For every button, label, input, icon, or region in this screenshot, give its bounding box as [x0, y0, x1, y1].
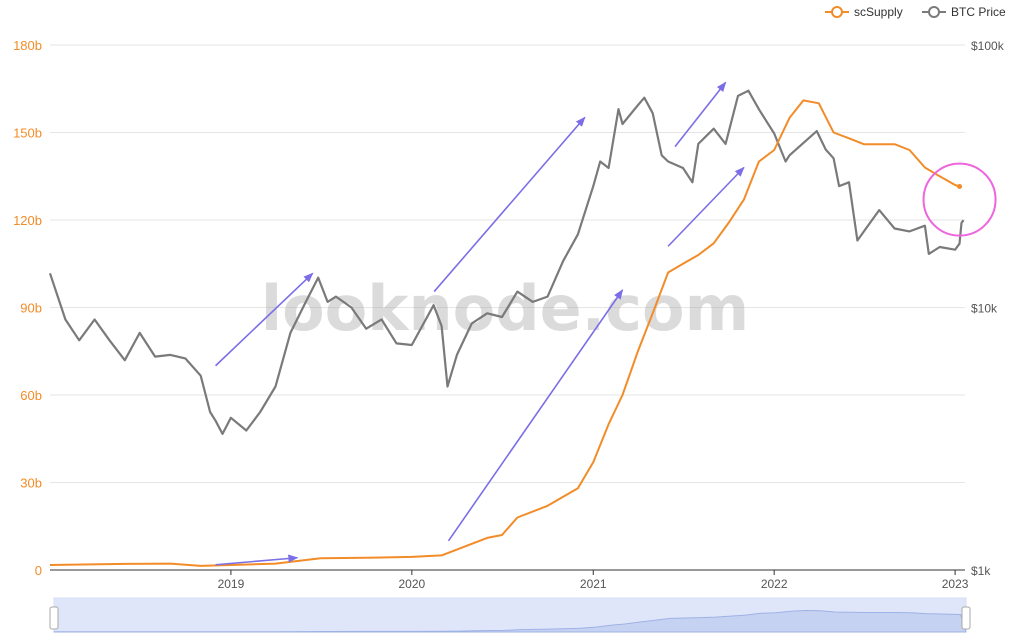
annotations: [215, 81, 997, 566]
y-right-tick-label: $100k: [971, 39, 1005, 53]
zoom-handle-left[interactable]: [49, 606, 59, 630]
y-left-tick-label: 0: [35, 563, 42, 578]
legend-marker[interactable]: [831, 6, 843, 18]
y-right-tick-label: $10k: [971, 302, 998, 316]
legend-marker[interactable]: [928, 6, 940, 18]
zoom-slider[interactable]: [49, 597, 971, 633]
annotation-arrow: [674, 81, 727, 148]
annotation-arrow: [215, 554, 299, 566]
watermark: looknode.com: [261, 272, 749, 345]
legend[interactable]: scSupply BTC Price: [825, 5, 1006, 19]
y-left-tick-label: 30b: [20, 476, 42, 491]
y-left-tick-label: 120b: [13, 213, 42, 228]
legend-label-scsupply[interactable]: scSupply: [854, 5, 903, 19]
series-line-scsupply: [49, 99, 960, 567]
x-tick-label: 2020: [398, 577, 425, 591]
annotation-circle: [922, 162, 997, 237]
y-left-tick-label: 60b: [20, 388, 42, 403]
annotation-arrow: [433, 116, 586, 293]
series-line-btc-price: [48, 89, 965, 435]
annotation-arrow: [215, 272, 314, 367]
grid-lines: [50, 44, 965, 571]
y-left-tick-label: 180b: [13, 38, 42, 53]
y-right-tick-label: $1k: [971, 564, 991, 578]
left-axis-ticks: 0 30b 60b 90b 120b 150b 180b: [13, 38, 42, 578]
series-point-scsupply-last: [957, 183, 963, 189]
series-group: [48, 89, 965, 567]
annotation-arrow: [667, 166, 745, 247]
x-axis-ticks: 2019 2020 2021 2022 2023: [50, 569, 969, 591]
annotation-arrow: [447, 289, 624, 542]
x-tick-label: 2022: [761, 577, 788, 591]
x-tick-label: 2019: [218, 577, 245, 591]
zoom-mini-series: [53, 609, 967, 633]
x-tick-label: 2021: [580, 577, 607, 591]
legend-label-btc-price[interactable]: BTC Price: [951, 5, 1006, 19]
right-axis-ticks: $1k $10k $100k: [971, 39, 1005, 578]
x-tick-label: 2023: [942, 577, 969, 591]
y-left-tick-label: 90b: [20, 301, 42, 316]
zoom-handle-right[interactable]: [961, 606, 971, 630]
y-left-tick-label: 150b: [13, 126, 42, 141]
